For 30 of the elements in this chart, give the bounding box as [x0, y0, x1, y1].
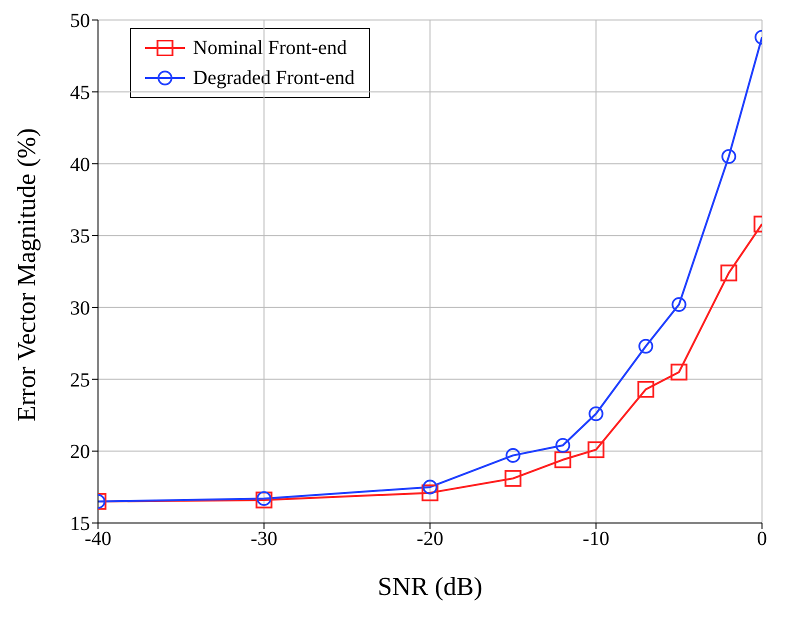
y-tick-label: 35: [70, 226, 90, 248]
y-tick-label: 45: [70, 82, 90, 104]
y-tick-label: 40: [70, 154, 90, 176]
x-axis-title: SNR (dB): [378, 572, 482, 601]
point: [672, 297, 686, 312]
point: [721, 149, 736, 164]
point: [422, 480, 438, 494]
y-tick-label: 30: [70, 298, 90, 320]
point: [506, 448, 520, 463]
legend-label: Degraded Front-end: [193, 66, 355, 91]
y-tick-label: 20: [70, 441, 90, 464]
x-tick-label: -10: [582, 528, 610, 550]
x-tick-label: 0: [757, 528, 767, 550]
x-tick-label: -30: [250, 528, 278, 550]
point: [588, 441, 604, 458]
point: [555, 438, 570, 453]
point: [554, 451, 572, 468]
x-tick-label: -20: [416, 528, 444, 550]
point: [504, 470, 522, 487]
legend-label: Nominal Front-end: [193, 36, 347, 61]
y-tick-label: 15: [70, 513, 90, 536]
point: [422, 484, 438, 502]
point: [637, 380, 654, 398]
point: [588, 406, 604, 422]
point: [670, 364, 688, 380]
y-axis-title: Error Vector Magnitude (%): [12, 128, 42, 422]
point: [720, 264, 738, 282]
point: [638, 338, 654, 354]
y-tick-label: 25: [70, 369, 90, 392]
y-tick-label: 50: [70, 10, 90, 32]
